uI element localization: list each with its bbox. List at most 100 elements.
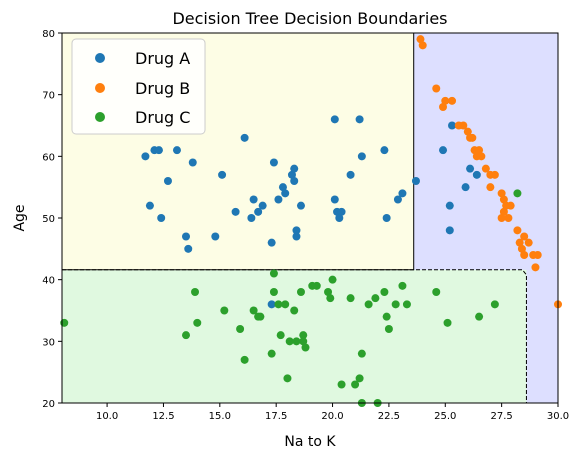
- x-tick-label-4: 20.0: [321, 411, 343, 422]
- point-drug-c-42: [398, 281, 407, 290]
- point-drug-a-28: [296, 201, 305, 210]
- point-drug-a-29: [330, 115, 339, 124]
- point-drug-b-17: [486, 183, 495, 192]
- point-drug-b-2: [432, 84, 441, 93]
- point-drug-c-29: [337, 380, 346, 389]
- point-drug-c-30: [346, 294, 355, 303]
- point-drug-a-30: [330, 195, 339, 204]
- point-drug-c-26: [324, 288, 333, 296]
- point-drug-a-36: [357, 152, 366, 161]
- point-drug-a-48: [472, 170, 481, 179]
- point-drug-a-27: [292, 226, 301, 235]
- point-drug-c-7: [249, 306, 258, 315]
- x-tick-label-0: 10.0: [96, 411, 118, 422]
- point-drug-c-13: [274, 300, 283, 309]
- point-drug-c-46: [475, 312, 484, 321]
- point-drug-b-30: [520, 232, 529, 241]
- point-drug-a-35: [355, 115, 364, 124]
- y-tick-label-4: 60: [42, 152, 55, 163]
- point-drug-a-33: [337, 207, 346, 216]
- point-drug-a-0: [141, 152, 150, 161]
- y-tick-label-6: 80: [42, 29, 55, 40]
- legend-marker-drug-b: [95, 83, 105, 93]
- point-drug-c-22: [299, 337, 308, 346]
- legend-label-drug-b: Drug B: [135, 79, 190, 98]
- point-drug-a-18: [267, 238, 276, 247]
- point-drug-b-14: [477, 152, 486, 161]
- point-drug-a-44: [445, 201, 454, 210]
- point-drug-a-37: [380, 146, 389, 155]
- point-drug-c-18: [290, 306, 299, 315]
- point-drug-a-15: [249, 195, 258, 204]
- point-drug-a-39: [393, 195, 402, 204]
- legend-label-drug-c: Drug C: [135, 108, 190, 127]
- y-tick-label-0: 20: [42, 399, 55, 410]
- x-tick-label-2: 15.0: [209, 411, 231, 422]
- point-drug-b-31: [524, 238, 533, 247]
- point-drug-a-42: [439, 146, 448, 155]
- point-drug-c-40: [384, 325, 393, 333]
- point-drug-c-48: [513, 189, 522, 198]
- point-drug-c-17: [285, 337, 294, 346]
- point-drug-c-25: [312, 281, 321, 290]
- point-drug-b-26: [513, 226, 522, 235]
- point-drug-b-0: [416, 35, 425, 44]
- x-tick-label-6: 25.0: [434, 411, 456, 422]
- point-drug-c-1: [182, 331, 190, 340]
- legend: Drug A Drug B Drug C: [71, 38, 206, 135]
- x-axis-label: Na to K: [284, 434, 336, 450]
- point-drug-a-21: [278, 183, 287, 192]
- point-drug-b-24: [504, 214, 513, 222]
- point-drug-b-21: [497, 214, 506, 222]
- point-drug-a-23: [287, 170, 296, 179]
- point-drug-a-11: [218, 170, 227, 179]
- point-drug-c-36: [371, 294, 380, 303]
- y-tick-label-1: 30: [42, 337, 55, 348]
- point-drug-b-8: [463, 127, 472, 136]
- y-tick-label-5: 70: [42, 91, 55, 102]
- point-drug-a-8: [184, 244, 193, 253]
- y-axis-ticks: 20 30 40 50 60 70 80: [42, 29, 62, 410]
- point-drug-a-12: [231, 207, 240, 216]
- x-tick-label-3: 17.5: [265, 411, 287, 422]
- x-tick-label-5: 22.5: [378, 411, 400, 422]
- x-tick-label-8: 30.0: [547, 411, 569, 422]
- point-drug-b-27: [515, 238, 524, 247]
- point-drug-c-47: [490, 300, 499, 309]
- region-1: [62, 269, 527, 403]
- point-drug-c-39: [382, 312, 391, 321]
- y-axis-label: Age: [12, 204, 28, 231]
- point-drug-b-13: [475, 146, 484, 155]
- point-drug-a-4: [157, 214, 166, 222]
- point-drug-b-25: [506, 201, 515, 210]
- point-drug-b-10: [468, 133, 477, 142]
- point-drug-c-44: [432, 288, 441, 296]
- point-drug-c-10: [267, 349, 276, 358]
- point-drug-b-19: [497, 189, 506, 198]
- chart-title: Decision Tree Decision Boundaries: [172, 9, 447, 28]
- point-drug-c-43: [402, 300, 411, 309]
- point-drug-c-34: [357, 349, 366, 358]
- point-drug-c-6: [240, 355, 249, 364]
- point-drug-a-26: [292, 232, 301, 241]
- x-axis-ticks: 10.0 12.5 15.0 17.5 20.0 22.5 25.0 27.5 30.0: [96, 403, 569, 422]
- point-drug-a-46: [461, 183, 470, 192]
- point-drug-a-13: [240, 133, 249, 142]
- point-drug-c-11: [269, 269, 278, 278]
- point-drug-c-41: [391, 300, 400, 309]
- point-drug-a-25: [290, 164, 299, 173]
- point-drug-a-24: [290, 177, 299, 185]
- point-drug-c-4: [220, 306, 229, 315]
- point-drug-b-3: [439, 103, 448, 111]
- point-drug-c-3: [193, 318, 202, 327]
- point-drug-c-9: [256, 312, 265, 321]
- y-tick-label-3: 50: [42, 214, 55, 225]
- point-drug-c-38: [380, 288, 389, 296]
- point-drug-a-6: [172, 146, 181, 155]
- x-tick-label-7: 27.5: [491, 411, 513, 422]
- point-drug-c-32: [355, 374, 364, 383]
- point-drug-a-43: [445, 226, 454, 235]
- point-drug-c-15: [281, 300, 290, 309]
- point-drug-a-45: [448, 121, 457, 130]
- point-drug-a-41: [411, 177, 420, 185]
